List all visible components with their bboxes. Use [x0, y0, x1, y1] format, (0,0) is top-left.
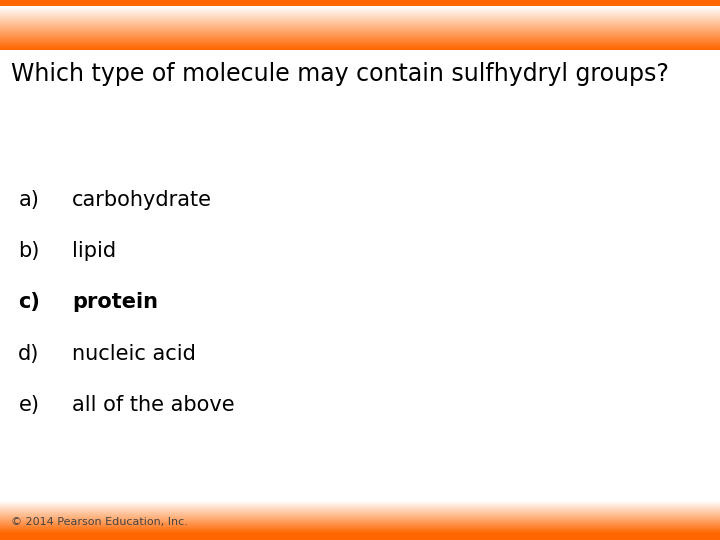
Text: a): a)	[19, 190, 40, 210]
Text: e): e)	[19, 395, 40, 415]
Bar	[0, 42, 720, 43]
Bar	[0, 29, 720, 30]
Bar	[0, 31, 720, 32]
Text: d): d)	[18, 343, 40, 364]
Text: b): b)	[18, 241, 40, 261]
Bar	[0, 0, 720, 6]
Text: Which type of molecule may contain sulfhydryl groups?: Which type of molecule may contain sulfh…	[11, 62, 669, 86]
Bar	[0, 36, 720, 37]
Text: protein: protein	[72, 292, 158, 313]
Bar	[0, 48, 720, 49]
Bar	[0, 21, 720, 22]
Text: c): c)	[18, 292, 40, 313]
Text: lipid: lipid	[72, 241, 116, 261]
Text: all of the above: all of the above	[72, 395, 235, 415]
Bar	[0, 46, 720, 47]
Text: © 2014 Pearson Education, Inc.: © 2014 Pearson Education, Inc.	[11, 516, 188, 526]
Text: nucleic acid: nucleic acid	[72, 343, 196, 364]
Bar	[0, 38, 720, 39]
Bar	[0, 40, 720, 41]
Bar	[0, 39, 720, 40]
Bar	[0, 49, 720, 50]
Bar	[0, 34, 720, 35]
Bar	[0, 25, 720, 26]
Bar	[0, 16, 720, 17]
Bar	[0, 12, 720, 13]
Bar	[0, 37, 720, 38]
Bar	[0, 22, 720, 23]
Bar	[0, 19, 720, 20]
Bar	[0, 45, 720, 46]
Bar	[0, 47, 720, 48]
Bar	[0, 32, 720, 33]
Bar	[0, 33, 720, 34]
Bar	[0, 7, 720, 8]
Bar	[0, 43, 720, 44]
Bar	[0, 30, 720, 31]
Bar	[0, 534, 720, 540]
Bar	[0, 35, 720, 36]
Text: carbohydrate: carbohydrate	[72, 190, 212, 210]
Bar	[0, 41, 720, 42]
Bar	[0, 44, 720, 45]
Bar	[0, 28, 720, 29]
Bar	[0, 10, 720, 11]
Bar	[0, 27, 720, 28]
